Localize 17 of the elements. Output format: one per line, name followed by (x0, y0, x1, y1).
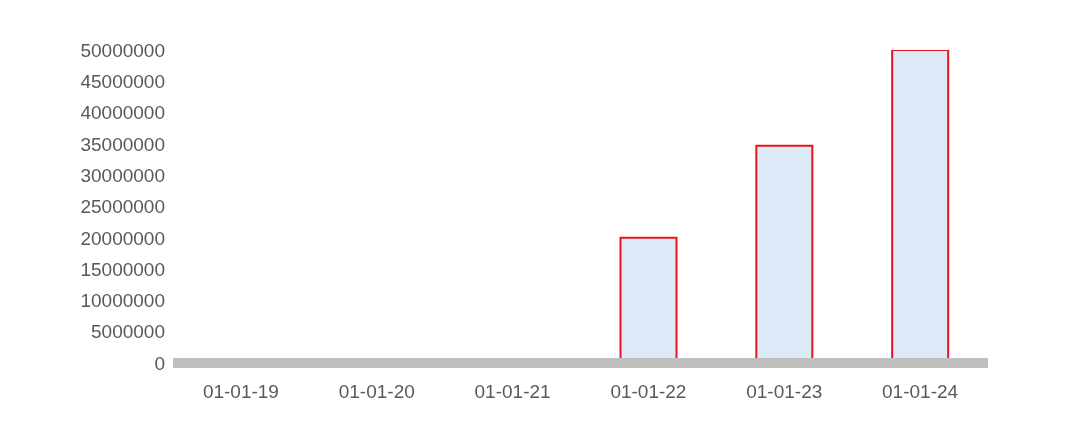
x-tick-label: 01-01-20 (338, 381, 415, 403)
x-tick-label: 01-01-19 (202, 381, 279, 403)
y-tick-label: 5000000 (91, 321, 165, 343)
y-tick-label: 30000000 (80, 164, 165, 186)
y-tick-label: 10000000 (80, 290, 165, 312)
x-tick-label: 01-01-24 (882, 381, 959, 403)
y-tick-label: 20000000 (80, 227, 165, 249)
x-tick-label: 01-01-22 (610, 381, 687, 403)
x-tick-label: 01-01-21 (474, 381, 551, 403)
y-tick-label: 25000000 (80, 196, 165, 218)
y-tick-label: 45000000 (80, 71, 165, 93)
x-tick-label: 01-01-23 (746, 381, 823, 403)
y-tick-label: 50000000 (80, 39, 165, 61)
y-tick-label: 35000000 (80, 133, 165, 155)
y-tick-label: 0 (154, 352, 165, 374)
y-tick-label: 40000000 (80, 102, 165, 124)
y-tick-label: 15000000 (80, 258, 165, 280)
